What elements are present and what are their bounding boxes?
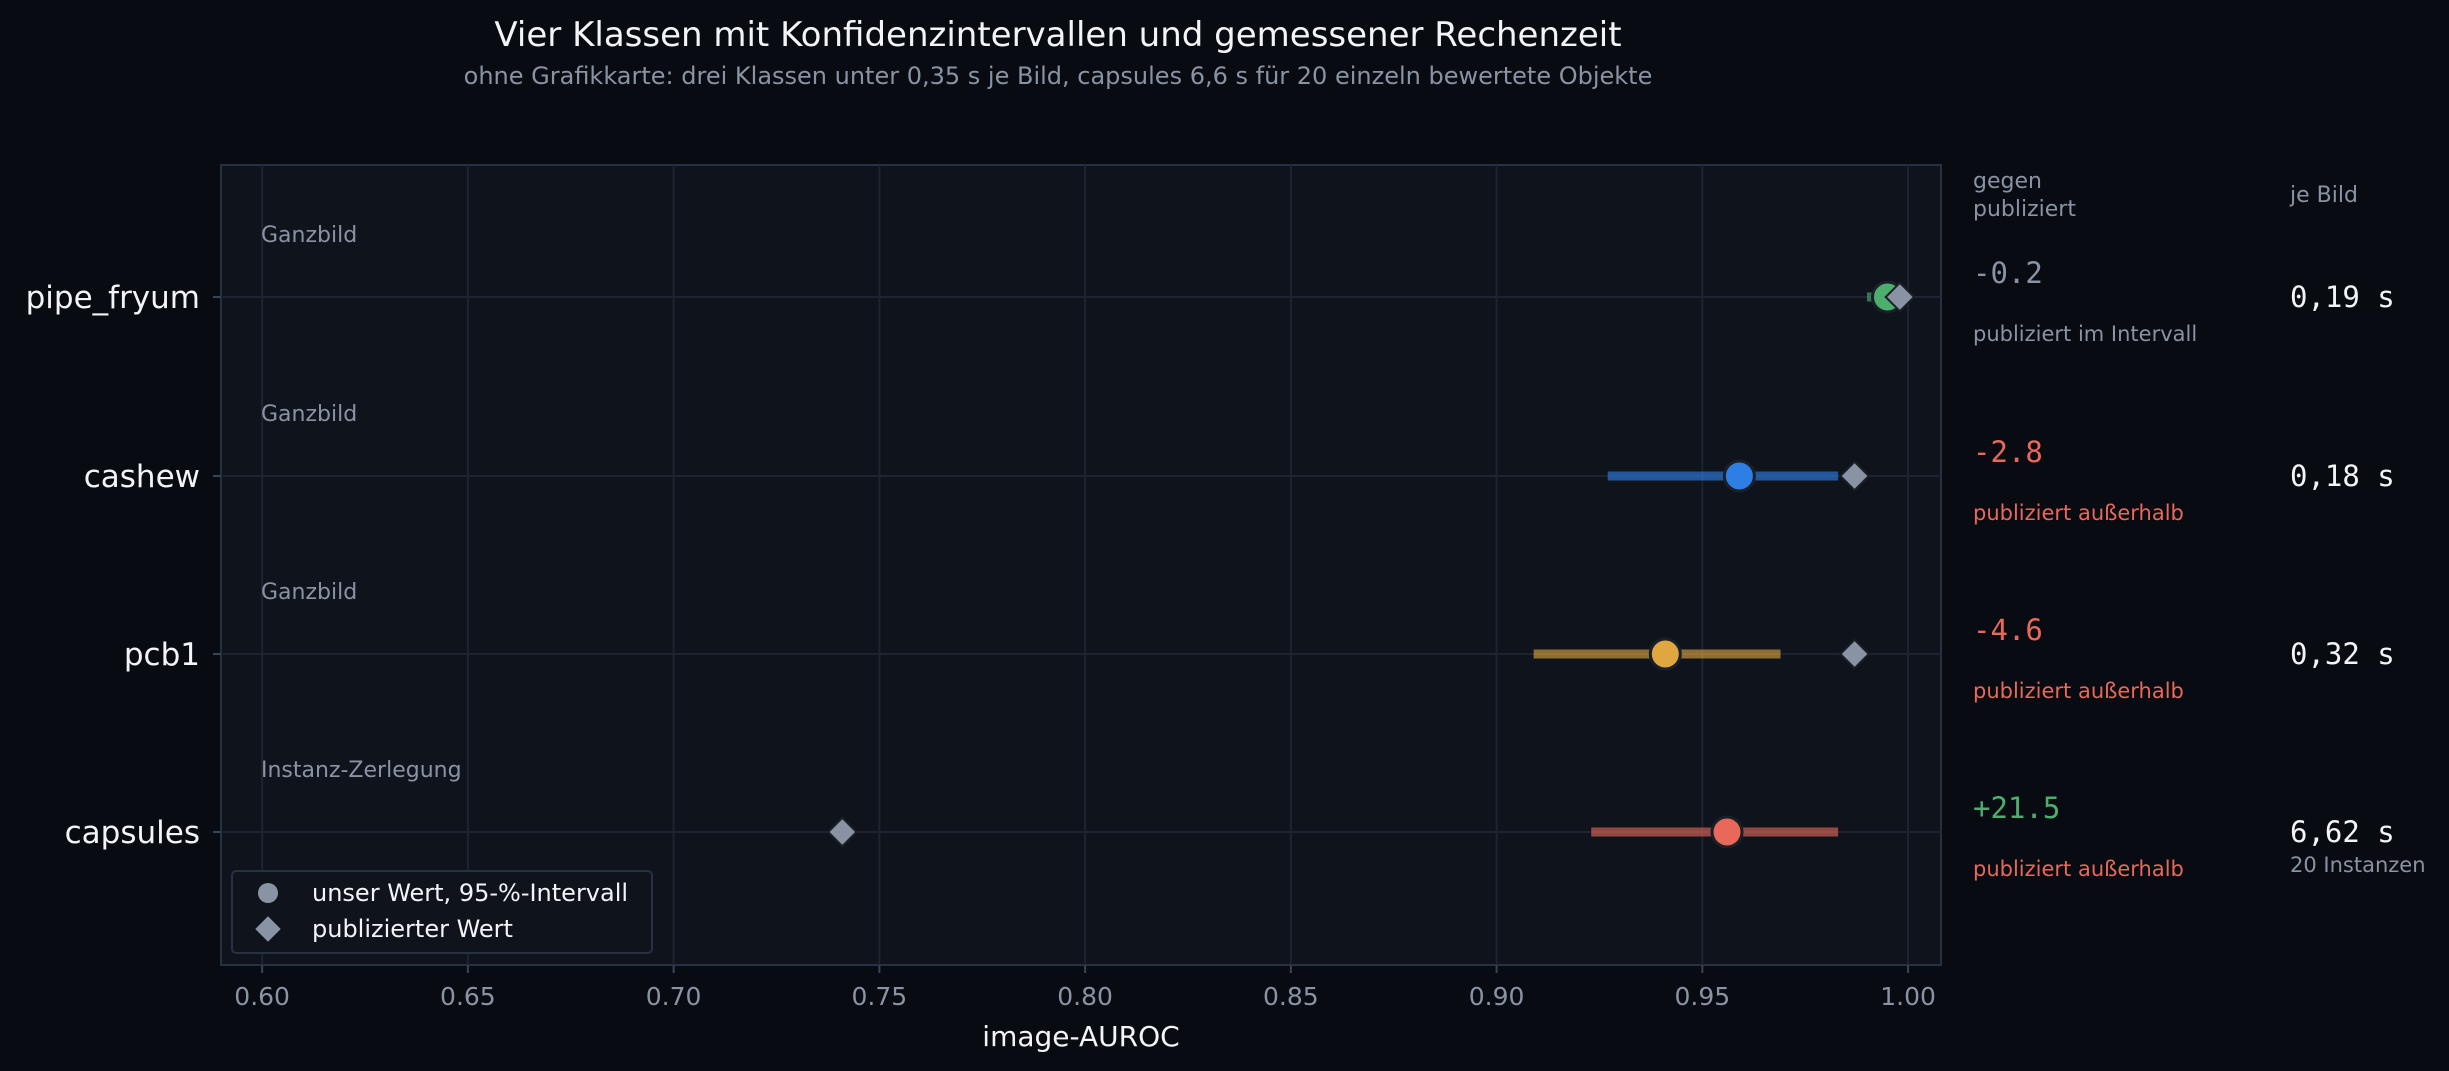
time-per-image: 6,62 s	[2290, 815, 2395, 849]
delta-value: -2.8	[1973, 435, 2043, 469]
data-rows: pipe_fryum Ganzbild -0.2 publiziert im Inte…	[26, 223, 2426, 881]
delta-value: +21.5	[1973, 791, 2060, 825]
row-capsules: capsules Instanz-Zerlegung +21.5 publiziert…	[65, 758, 2426, 881]
method-label: Ganzbild	[261, 580, 357, 605]
status-label: publiziert außerhalb	[1973, 679, 2184, 703]
category-label: pcb1	[124, 637, 200, 673]
status-label: publiziert außerhalb	[1973, 857, 2184, 881]
x-axis-label: image-AUROC	[982, 1020, 1179, 1053]
time-per-image: 0,32 s	[2290, 637, 2395, 671]
legend: unser Wert, 95-%-Intervall publizierter …	[231, 870, 653, 954]
category-label: capsules	[65, 815, 200, 851]
x-tick-label: 0.90	[1469, 982, 1525, 1011]
row-pcb1: pcb1 Ganzbild -4.6 publiziert außerhalb 0,32…	[124, 580, 2395, 703]
x-tick-label: 0.95	[1675, 982, 1731, 1011]
time-per-image: 0,18 s	[2290, 459, 2395, 493]
x-axis-ticks: 0.60 0.65 0.70 0.75 0.80 0.85 0.90 0.95 1.00	[234, 965, 1936, 1011]
legend-ours-marker	[258, 883, 278, 903]
x-tick-label: 0.75	[852, 982, 908, 1011]
delta-value: -0.2	[1973, 256, 2043, 290]
delta-value: -4.6	[1973, 613, 2043, 647]
grid	[261, 165, 1910, 965]
row-pipe_fryum: pipe_fryum Ganzbild -0.2 publiziert im Inte…	[26, 223, 2395, 346]
legend-box	[231, 870, 653, 954]
our-value-point	[1710, 815, 1744, 849]
published-value-marker	[826, 816, 858, 848]
x-tick-label: 1.00	[1880, 982, 1936, 1011]
chart-title: Vier Klassen mit Konfidenzintervallen un…	[494, 15, 1621, 55]
category-label: pipe_fryum	[26, 280, 200, 316]
method-label: Ganzbild	[261, 223, 357, 248]
plot-area	[220, 164, 1942, 966]
row-cashew: cashew Ganzbild -2.8 publiziert außerhalb 0,…	[84, 402, 2395, 525]
method-label: Instanz-Zerlegung	[261, 758, 462, 783]
time-note: 20 Instanzen	[2290, 853, 2426, 877]
x-tick-label: 0.80	[1057, 982, 1113, 1011]
status-label: publiziert außerhalb	[1973, 501, 2184, 525]
time-header: je Bild	[2289, 183, 2358, 208]
time-per-image: 0,19 s	[2290, 280, 2395, 314]
delta-header-line2: publiziert	[1973, 197, 2076, 222]
published-value-marker	[1839, 460, 1871, 492]
x-tick-label: 0.70	[646, 982, 702, 1011]
category-label: cashew	[84, 459, 200, 495]
x-tick-label: 0.65	[440, 982, 496, 1011]
status-label: publiziert im Intervall	[1973, 322, 2197, 346]
published-value-marker	[1884, 281, 1916, 313]
published-value-marker	[1839, 638, 1871, 670]
legend-published-marker	[255, 916, 281, 942]
delta-header-line1: gegen	[1973, 169, 2042, 194]
method-label: Ganzbild	[261, 402, 357, 427]
chart-subtitle: ohne Grafikkarte: drei Klassen unter 0,3…	[464, 62, 1653, 90]
our-value-point	[1648, 637, 1682, 671]
our-value-point	[1722, 459, 1756, 493]
legend-published-label: publizierter Wert	[312, 915, 513, 943]
x-tick-label: 0.60	[234, 982, 290, 1011]
x-tick-label: 0.85	[1263, 982, 1319, 1011]
legend-ours-label: unser Wert, 95-%-Intervall	[312, 879, 628, 907]
